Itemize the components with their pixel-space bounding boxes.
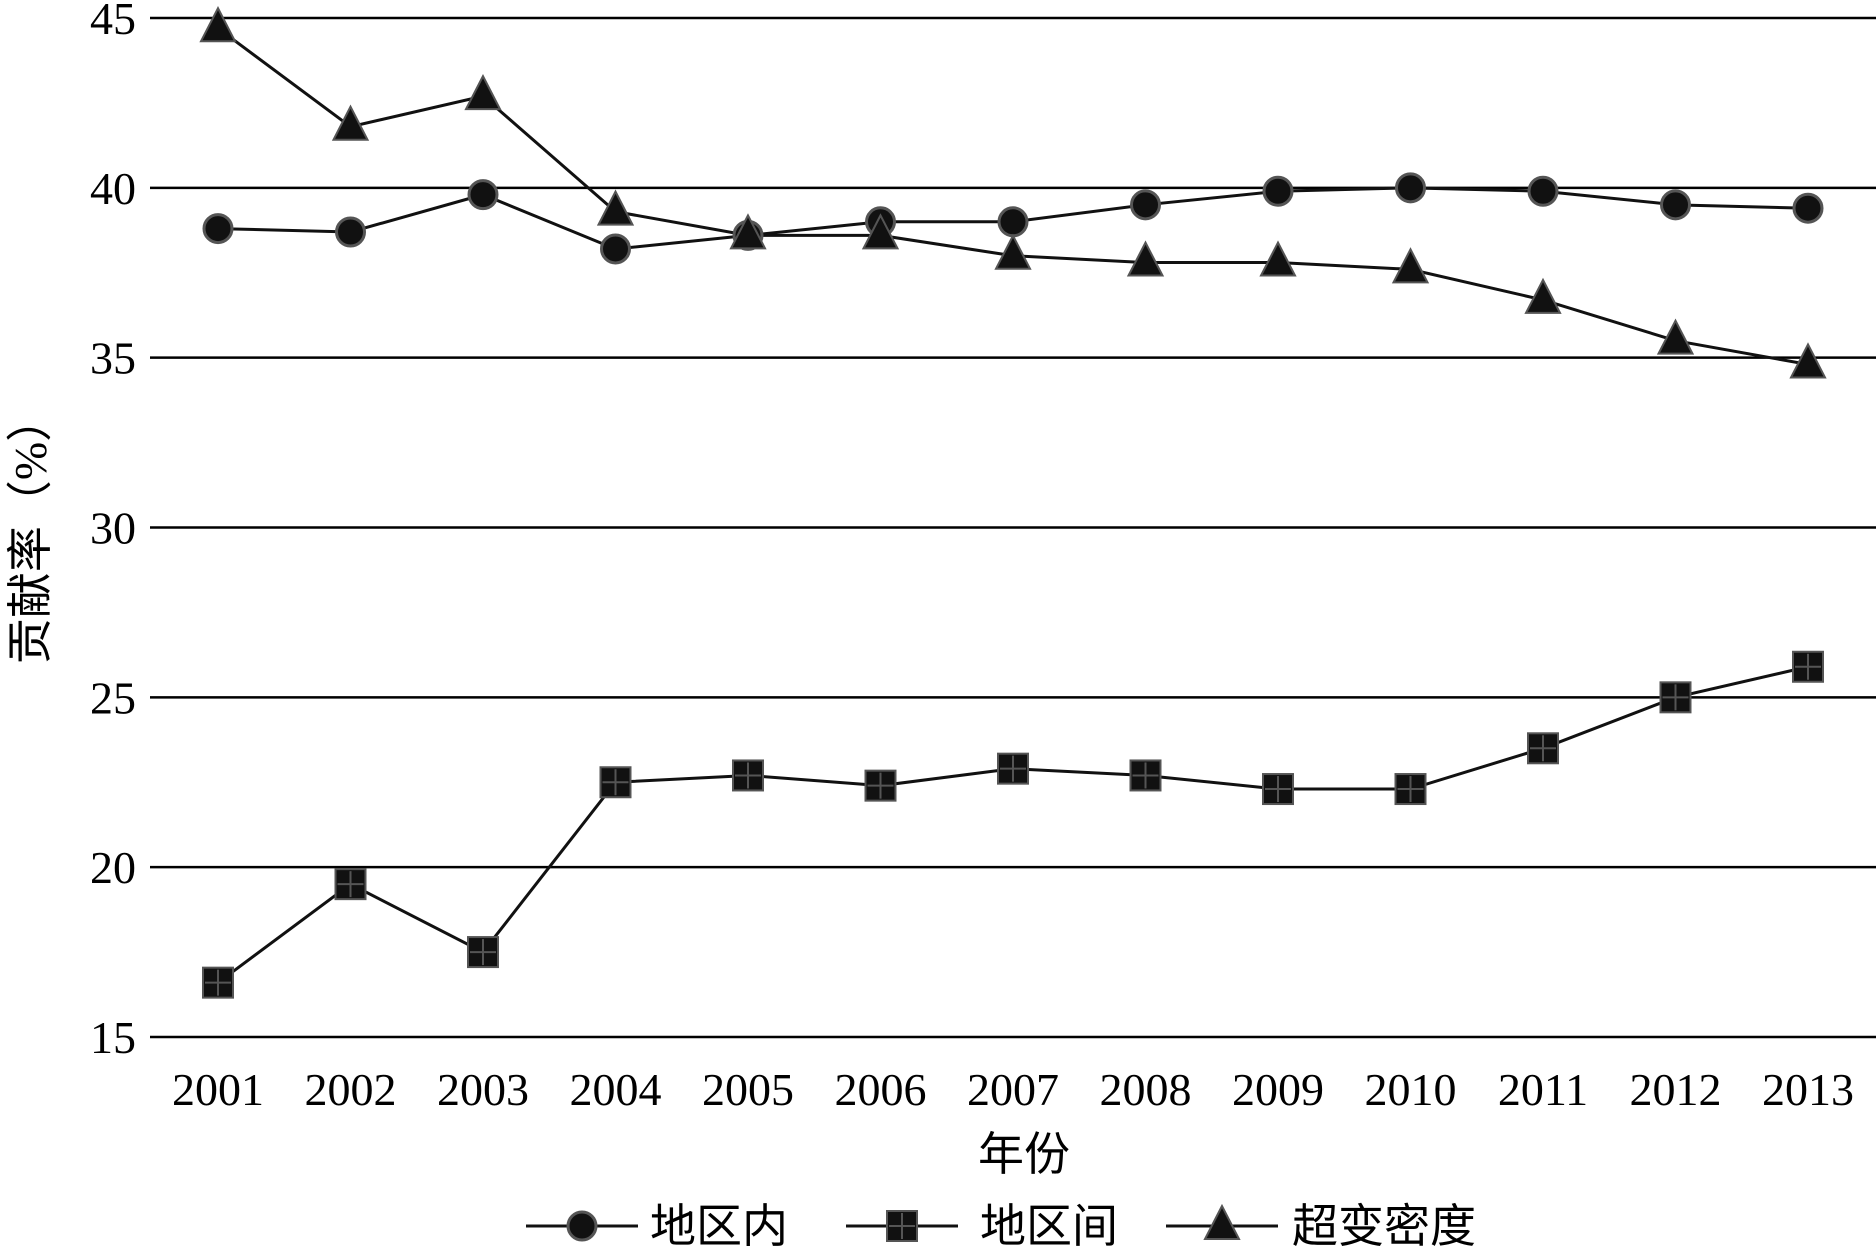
y-tick-40: 40	[90, 163, 136, 214]
y-tick-45: 45	[90, 0, 136, 44]
x-tick-2002: 2002	[305, 1064, 397, 1115]
x-axis-title: 年份	[978, 1129, 1070, 1180]
legend-marker-1	[886, 1210, 918, 1242]
x-tick-2009: 2009	[1232, 1064, 1324, 1115]
x-tick-2004: 2004	[570, 1064, 662, 1115]
x-tick-2003: 2003	[437, 1064, 529, 1115]
legend-marker-2	[1203, 1203, 1241, 1240]
point-s2-2013	[1789, 342, 1827, 379]
point-s2-2011	[1524, 277, 1562, 314]
x-tick-2006: 2006	[835, 1064, 927, 1115]
series-line-2	[217, 26, 1809, 366]
series-markers	[199, 6, 1827, 999]
point-s2-2001	[199, 6, 237, 43]
x-tick-2001: 2001	[172, 1064, 264, 1115]
point-s1-2002	[334, 868, 367, 901]
y-gridlines	[150, 16, 1876, 1039]
series-lines	[217, 26, 1809, 984]
point-s0-2010	[1395, 172, 1426, 204]
point-s2-2010	[1391, 247, 1430, 284]
point-s2-2012	[1656, 318, 1695, 355]
point-s1-2007	[997, 752, 1029, 785]
point-s2-2007	[994, 233, 1032, 270]
point-s0-2004	[600, 233, 631, 265]
x-tick-2007: 2007	[967, 1064, 1059, 1115]
legend-label-1: 地区间	[980, 1201, 1118, 1252]
y-tick-labels: 15 20 25 30 35 40 45	[90, 0, 136, 1063]
point-s1-2006	[864, 769, 897, 802]
point-s0-2007	[997, 206, 1029, 238]
point-s1-2013	[1792, 650, 1824, 683]
legend-label-2: 超变密度	[1292, 1201, 1476, 1252]
x-tick-2005: 2005	[702, 1064, 794, 1115]
point-s2-2005	[729, 213, 767, 250]
point-s1-2005	[732, 759, 764, 792]
legend-label-0: 地区内	[650, 1201, 788, 1252]
point-s1-2008	[1129, 759, 1162, 792]
y-tick-25: 25	[90, 672, 136, 723]
point-s1-2009	[1262, 773, 1294, 806]
point-s0-2008	[1130, 189, 1161, 221]
point-s1-2001	[202, 966, 234, 999]
point-s2-2004	[596, 189, 635, 226]
point-s1-2011	[1527, 732, 1559, 765]
x-tick-2008: 2008	[1100, 1064, 1192, 1115]
legend: 地区内 地区间 超变密度	[526, 1201, 1476, 1252]
y-tick-30: 30	[90, 503, 136, 554]
x-tick-2012: 2012	[1630, 1064, 1722, 1115]
point-s2-2009	[1259, 240, 1297, 277]
point-s1-2010	[1394, 773, 1427, 806]
y-axis-title: 贡献率（%）	[5, 396, 56, 664]
point-s1-2003	[467, 936, 499, 969]
point-s0-2013	[1792, 192, 1824, 224]
y-tick-20: 20	[90, 842, 136, 893]
point-s2-2003	[464, 73, 502, 111]
point-s0-2001	[202, 213, 234, 245]
point-s0-2012	[1660, 189, 1691, 221]
point-s1-2012	[1659, 681, 1692, 714]
point-s0-2003	[467, 179, 499, 211]
point-s0-2011	[1527, 175, 1559, 207]
point-s0-2002	[335, 216, 366, 248]
series-line-1	[217, 665, 1809, 984]
point-s2-2008	[1126, 240, 1165, 277]
x-tick-2011: 2011	[1498, 1064, 1588, 1115]
x-tick-2010: 2010	[1365, 1064, 1457, 1115]
point-s1-2004	[599, 766, 632, 799]
y-tick-15: 15	[90, 1012, 136, 1063]
legend-marker-0	[566, 1210, 598, 1242]
x-tick-2013: 2013	[1762, 1064, 1854, 1115]
point-s0-2009	[1262, 175, 1294, 207]
point-s2-2006	[861, 213, 900, 250]
y-tick-35: 35	[90, 333, 136, 384]
x-tick-labels: 2001 2002 2003 2004 2005 2006 2007 2008 2009 2010…	[172, 1064, 1854, 1115]
point-s2-2002	[331, 104, 370, 141]
